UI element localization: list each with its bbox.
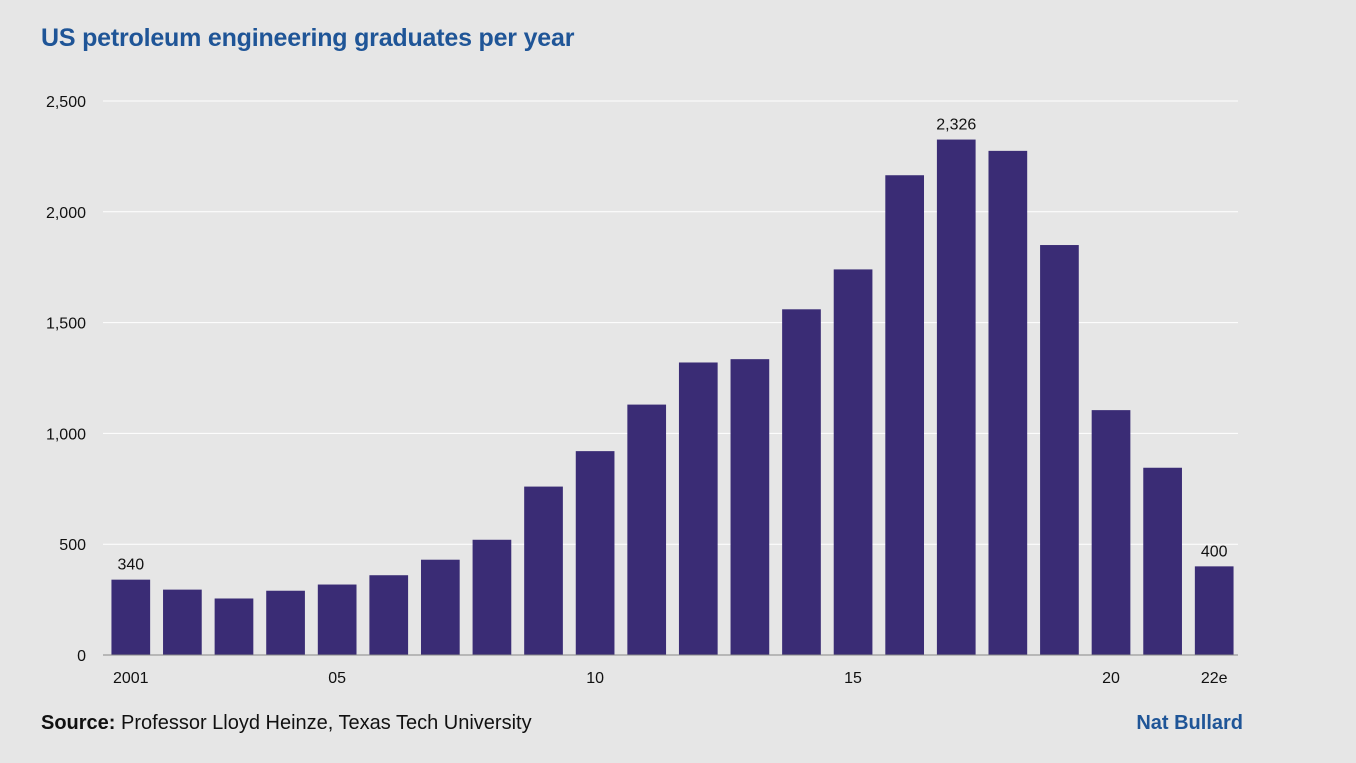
data-label: 2,326 [936,117,976,134]
bar [988,150,1028,656]
bar [472,539,512,655]
y-tick-label: 0 [77,648,86,665]
data-label: 340 [117,557,144,574]
bar [266,590,305,655]
bar [833,269,873,655]
bar [111,579,151,655]
bar [678,362,718,655]
x-tick-label: 20 [1102,670,1120,687]
bar-chart: 0 500 1,000 1,500 2,000 2,500 340 2001 05 10 15 2,3… [46,94,1238,687]
data-label: 400 [1201,543,1228,560]
x-tick-label: 2001 [113,670,149,687]
source-text: Professor Lloyd Heinze, Texas Tech Unive… [115,712,532,734]
bar [782,309,821,655]
bar [420,559,460,655]
bar [885,175,925,655]
bar [627,404,667,655]
bar [317,584,357,655]
x-tick-label: 10 [586,670,604,687]
y-tick-label: 500 [59,537,86,554]
bar [936,139,976,655]
author-credit: Nat Bullard [1136,712,1243,734]
bar [730,359,770,655]
x-tick-label: 05 [328,670,346,687]
x-tick-label: 22e [1201,670,1228,687]
y-tick-label: 2,000 [46,205,86,222]
bar [163,589,202,655]
bar [1194,566,1234,655]
chart-title: US petroleum engineering graduates per y… [41,24,575,52]
bar [1143,467,1182,655]
bar [369,575,409,655]
bar [575,451,615,655]
source-note: Source: Professor Lloyd Heinze, Texas Te… [41,712,532,735]
y-tick-label: 2,500 [46,94,86,111]
bar [1091,410,1131,655]
source-label: Source: [41,712,116,734]
x-tick-label: 15 [844,670,862,687]
bar [1040,245,1079,656]
y-tick-label: 1,000 [46,426,86,443]
bar [524,486,563,655]
bar [214,598,254,655]
y-tick-label: 1,500 [46,316,86,333]
